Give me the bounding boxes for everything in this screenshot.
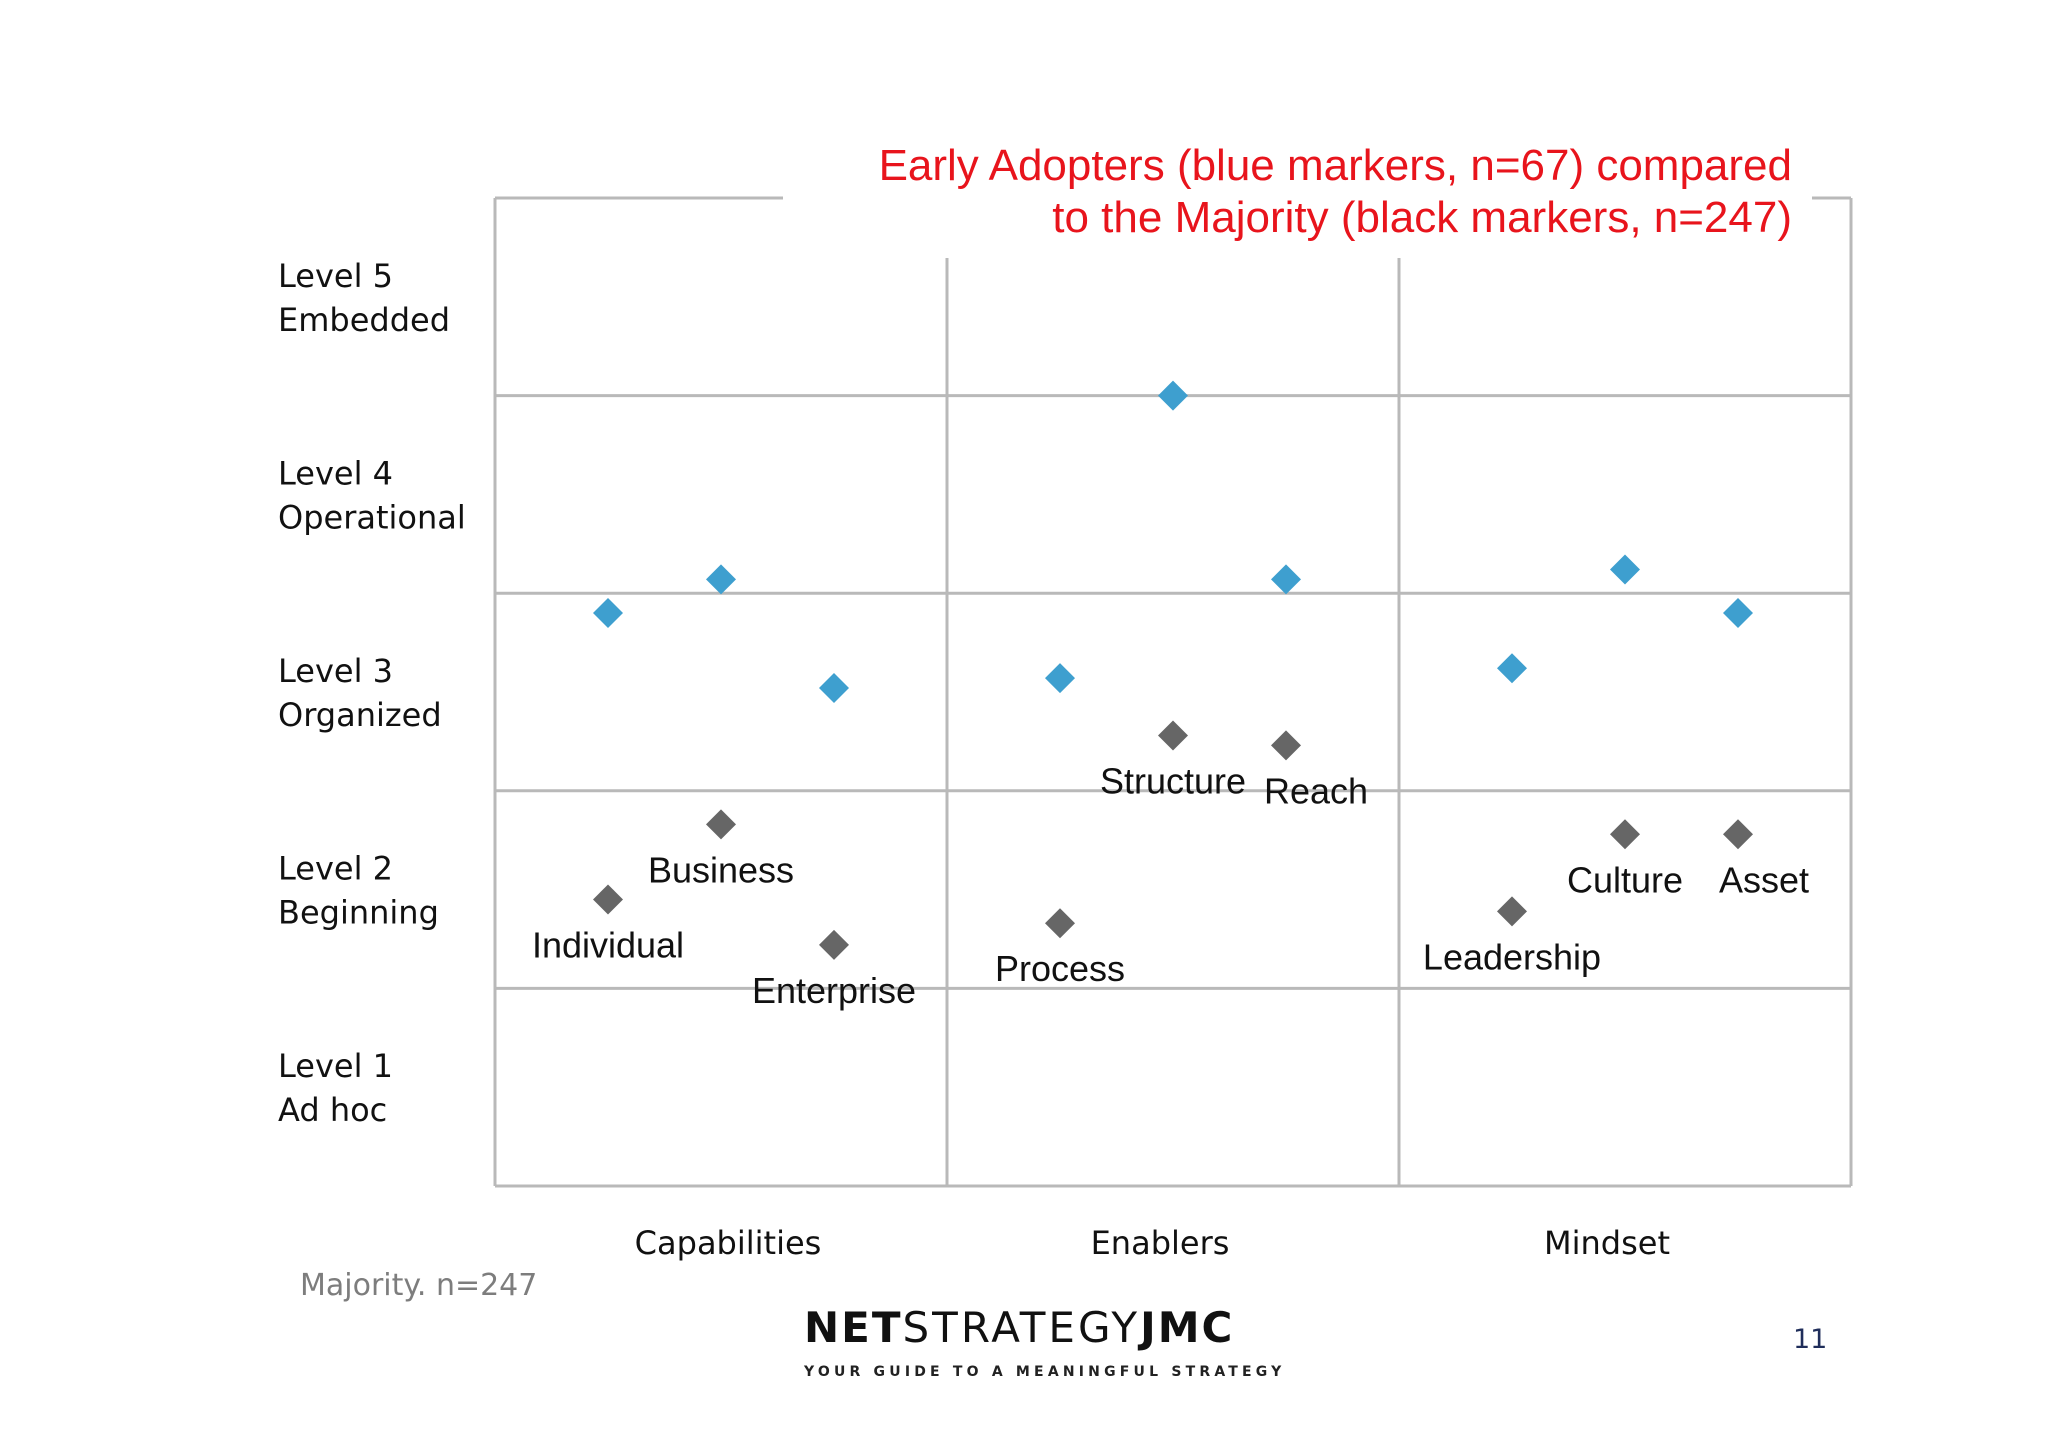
page-number: 11 [1793,1324,1828,1355]
y-tick-label: Beginning [278,894,439,932]
y-tick-label: Level 4 [278,454,393,492]
y-tick-label: Ad hoc [278,1091,387,1129]
point-label-asset: Asset [1719,859,1809,900]
majority-footnote: Majority. n=247 [300,1268,538,1303]
logo-wordmark: NETSTRATEGYJMC [804,1302,1244,1354]
y-tick-label: Level 5 [278,257,393,295]
x-tick-label: Enablers [1091,1224,1230,1262]
annotation-line-2: to the Majority (black markers, n=247) [1052,193,1792,242]
netstrategy-logo: NETSTRATEGYJMC YOUR GUIDE TO A MEANINGFU… [804,1302,1286,1380]
logo-part-strategy: STRATEGY [902,1303,1141,1352]
logo-part-jmc: JMC [1140,1303,1235,1352]
y-tick-label: Level 3 [278,652,393,690]
point-label-structure: Structure [1100,760,1246,801]
majority-marker-culture [1610,819,1640,850]
annotation-line-1: Early Adopters (blue markers, n=67) comp… [878,141,1792,190]
majority-marker-structure [1158,720,1188,751]
point-label-business: Business [648,849,794,890]
majority-marker-process [1045,908,1075,939]
early-adopters-marker-business [706,564,736,595]
majority-marker-business [706,809,736,840]
chart-annotation: Early Adopters (blue markers, n=67) comp… [879,140,1792,244]
x-tick-label: Capabilities [635,1224,822,1262]
y-tick-label: Level 2 [278,850,393,888]
early-adopters-marker-individual [593,597,623,628]
majority-marker-leadership [1497,896,1527,927]
early-adopters-marker-leadership [1497,653,1527,684]
majority-marker-individual [593,884,623,915]
logo-tagline: YOUR GUIDE TO A MEANINGFUL STRATEGY [804,1364,1286,1380]
point-label-enterprise: Enterprise [752,970,916,1011]
y-tick-label: Operational [278,498,466,536]
point-label-process: Process [995,948,1125,989]
early-adopters-marker-asset [1723,597,1753,628]
early-adopters-marker-enterprise [819,673,849,704]
point-label-individual: Individual [532,924,684,965]
y-tick-label: Organized [278,696,442,734]
point-label-reach: Reach [1264,770,1368,811]
majority-marker-asset [1723,819,1753,850]
point-label-leadership: Leadership [1423,936,1601,977]
logo-part-net: NET [804,1303,903,1352]
early-adopters-marker-structure [1158,380,1188,411]
y-tick-label: Embedded [278,301,450,339]
early-adopters-marker-culture [1610,554,1640,585]
majority-marker-enterprise [819,929,849,960]
point-label-culture: Culture [1567,859,1683,900]
early-adopters-marker-process [1045,663,1075,694]
x-tick-label: Mindset [1544,1224,1670,1262]
y-tick-label: Level 1 [278,1047,393,1085]
early-adopters-marker-reach [1271,564,1301,595]
majority-marker-reach [1271,730,1301,761]
